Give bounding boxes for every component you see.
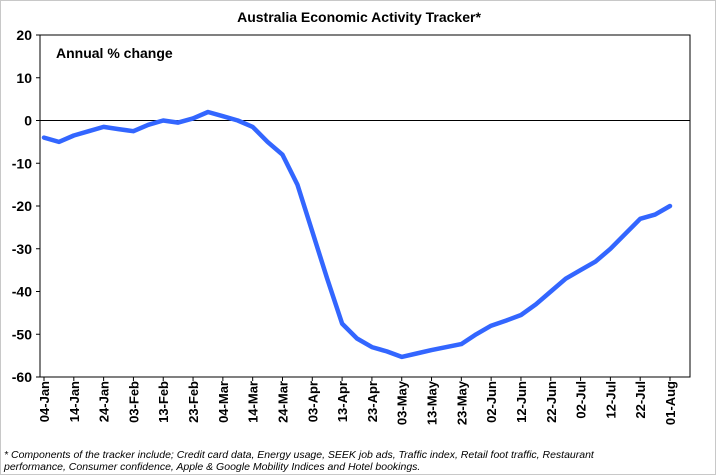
plot-area [39, 34, 691, 378]
y-tick-label: 0 [24, 113, 32, 129]
x-tick-label: 24-Mar [275, 381, 290, 423]
x-tick-label: 03-Apr [305, 381, 320, 422]
y-tick-label: -40 [12, 284, 32, 300]
y-tick-label: -60 [12, 369, 32, 385]
y-tick-label: -30 [12, 241, 32, 257]
x-tick-label: 13-Feb [156, 381, 171, 423]
y-tick-label: 10 [16, 70, 32, 86]
x-tick-label: 14-Jan [67, 381, 82, 422]
x-tick-label: 12-Jun [514, 381, 529, 423]
x-tick-label: 04-Jan [37, 381, 52, 422]
x-tick-label: 24-Jan [97, 381, 112, 422]
x-tick-label: 04-Mar [216, 381, 231, 423]
x-tick-label: 22-Jun [544, 381, 559, 423]
chart-title: Australia Economic Activity Tracker* [237, 9, 481, 25]
x-tick-label: 02-Jun [484, 381, 499, 423]
x-tick-label: 23-May [454, 380, 469, 425]
x-axis: 04-Jan 14-Jan 24-Jan 03-Feb 13-Feb 23-Feb 04-M… [37, 377, 678, 425]
footnote-line-2: performance, Consumer confidence, Apple … [3, 461, 420, 473]
footnote-line-1: * Components of the tracker include; Cre… [4, 449, 595, 461]
annotation-label: Annual % change [56, 45, 173, 61]
footnote: * Components of the tracker include; Cre… [3, 449, 595, 473]
x-tick-label: 13-Apr [335, 381, 350, 422]
x-tick-label: 22-Jul [633, 381, 648, 419]
series-line [41, 109, 673, 360]
x-tick-label: 03-Feb [126, 381, 141, 423]
x-tick-label: 01-Aug [663, 381, 678, 425]
x-tick-label: 12-Jul [603, 381, 618, 419]
y-tick-label: -10 [12, 155, 32, 171]
x-tick-label: 23-Apr [365, 381, 380, 422]
y-tick-label: -50 [12, 326, 32, 342]
x-tick-label: 03-May [395, 380, 410, 425]
x-tick-label: 14-Mar [246, 381, 261, 423]
x-tick-label: 23-Feb [186, 381, 201, 423]
x-tick-label: 02-Jul [574, 381, 589, 419]
y-axis: 20 10 0 -10 -20 -30 -40 -50 -60 [12, 27, 40, 385]
y-tick-label: -20 [12, 198, 32, 214]
x-tick-label: 13-May [425, 380, 440, 425]
y-tick-label: 20 [16, 27, 32, 43]
